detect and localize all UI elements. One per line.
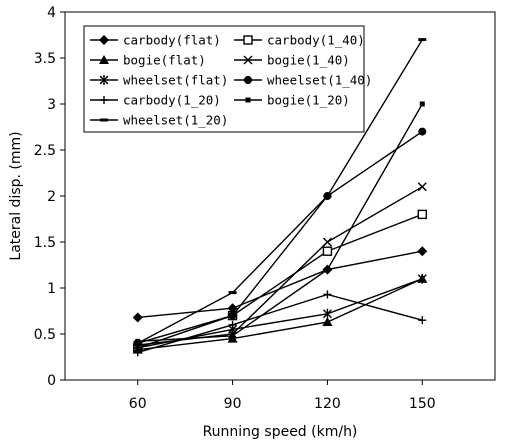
series-line (137, 250, 423, 319)
data-point (418, 316, 427, 325)
data-point (417, 182, 427, 192)
data-point (418, 38, 427, 42)
data-point (133, 348, 142, 357)
legend-item: carbody(1_40) (234, 33, 365, 48)
data-point (230, 333, 236, 339)
legend-item: bogie(1_20) (234, 93, 350, 108)
series-line (137, 39, 423, 344)
y-tick-label: 3.5 (34, 51, 56, 67)
legend-label: carbody(1_20) (123, 93, 221, 108)
legend-marker (244, 76, 252, 84)
data-point (322, 237, 332, 247)
legend-label: wheelset(1_20) (123, 113, 228, 128)
data-point (417, 246, 428, 257)
legend-marker (100, 96, 108, 104)
data-point (417, 209, 427, 220)
legend-label: wheelset(flat) (123, 73, 228, 88)
x-tick-label: 150 (409, 396, 436, 412)
legend-item: wheelset(1_20) (90, 113, 228, 128)
y-tick-label: 2.5 (34, 143, 56, 159)
x-axis-title: Running speed (km/h) (203, 424, 358, 440)
series-line (137, 213, 423, 349)
legend-marker (243, 55, 253, 65)
series-4 (133, 182, 427, 350)
y-axis-title: Lateral disp. (mm) (8, 131, 24, 260)
legend-item: carbody(flat) (90, 33, 221, 48)
series-line (137, 278, 423, 351)
legend-marker (245, 97, 251, 103)
legend-marker (99, 75, 109, 85)
legend-item: carbody(1_20) (90, 93, 221, 108)
series-8 (135, 101, 425, 344)
series-line (137, 131, 423, 344)
legend-item: wheelset(flat) (90, 73, 228, 88)
legend-label: bogie(flat) (123, 53, 206, 68)
legend-marker (99, 55, 109, 64)
data-point (132, 312, 143, 323)
data-point (135, 338, 141, 344)
legend-label: carbody(1_40) (267, 33, 365, 48)
legend-item: wheelset(1_40) (234, 73, 372, 88)
legend-box (83, 25, 365, 133)
data-point (417, 273, 427, 284)
data-point (322, 246, 333, 256)
y-tick-label: 3 (47, 97, 56, 113)
data-point (418, 127, 427, 136)
legend-label: bogie(1_20) (267, 93, 350, 108)
legend-label: wheelset(1_40) (267, 73, 372, 88)
series-7 (133, 290, 427, 357)
data-point (324, 267, 330, 273)
data-point (227, 303, 238, 314)
legend-marker (243, 35, 253, 45)
data-point (228, 291, 237, 295)
data-point (228, 311, 237, 320)
y-tick-label: 1 (47, 281, 56, 297)
legend-marker (100, 118, 108, 122)
data-point (419, 101, 425, 107)
data-point (322, 317, 333, 327)
legend-marker (99, 35, 109, 45)
series-line (137, 186, 423, 346)
y-tick-label: 0 (47, 373, 56, 389)
data-point (133, 341, 142, 345)
series-line (137, 103, 423, 343)
y-tick-label: 4 (47, 5, 56, 21)
x-tick-label: 120 (314, 396, 341, 412)
data-point (322, 308, 332, 319)
legend-item: bogie(1_40) (234, 53, 350, 68)
y-tick-label: 0.5 (34, 327, 56, 343)
x-tick-label: 90 (224, 396, 242, 412)
data-point (323, 290, 332, 299)
data-point (323, 194, 332, 198)
y-tick-label: 2 (47, 189, 56, 205)
x-tick-label: 60 (129, 396, 147, 412)
series-9 (133, 38, 427, 345)
legend-label: bogie(1_40) (267, 53, 350, 68)
legend-label: carbody(flat) (123, 33, 221, 48)
y-tick-label: 1.5 (34, 235, 56, 251)
data-point (228, 320, 237, 329)
series-1 (132, 246, 428, 323)
legend-item: bogie(flat) (90, 53, 206, 68)
legend: carbody(flat) carbody(1_40) bogie(flat) bog… (83, 25, 372, 133)
